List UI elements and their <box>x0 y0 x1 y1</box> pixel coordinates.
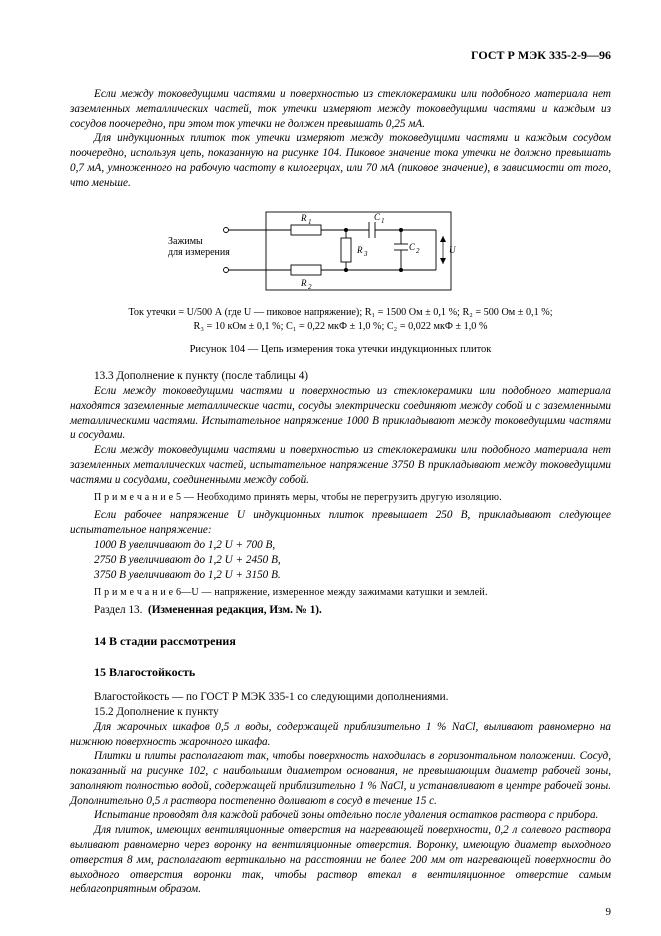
clause-15-2-lead: 15.2 Дополнение к пункту <box>70 705 611 720</box>
paragraph-7: Плитки и плиты располагают так, чтобы по… <box>70 749 611 808</box>
paragraph-3: Если между токоведущими частями и поверх… <box>70 384 611 443</box>
circuit-diagram: R1 R2 C1 R3 C2 U <box>211 200 471 300</box>
caption-line-1: Ток утечки = U/500 А (где U — пиковое на… <box>70 306 611 319</box>
paragraph-6: Для жарочных шкафов 0,5 л воды, содержащ… <box>70 720 611 750</box>
svg-text:2: 2 <box>308 283 312 291</box>
voltage-line-1: 1000 В увеличивают до 1,2 U + 700 В, <box>70 538 611 553</box>
svg-text:3: 3 <box>363 250 368 258</box>
svg-text:C: C <box>374 212 381 222</box>
section-13-end: Раздел 13. (Измененная редакция, Изм. № … <box>70 603 611 618</box>
svg-text:1: 1 <box>308 218 312 226</box>
paragraph-9: Для плиток, имеющих вентиляционные отвер… <box>70 823 611 897</box>
svg-text:U: U <box>449 245 456 255</box>
svg-text:R: R <box>300 278 307 288</box>
svg-text:2: 2 <box>416 247 420 255</box>
paragraph-1: Если между токоведущими частями и поверх… <box>70 87 611 131</box>
voltage-line-2: 2750 В увеличивают до 1,2 U + 2450 В, <box>70 553 611 568</box>
note-6: П р и м е ч а н и е 6—U — напряжение, из… <box>70 586 611 599</box>
svg-text:R: R <box>300 213 307 223</box>
svg-text:R: R <box>356 245 363 255</box>
paragraph-15-intro: Влагостойкость — по ГОСТ Р МЭК 335-1 со … <box>70 690 611 705</box>
clause-13-3-lead: 13.3 Дополнение к пункту (после таблицы … <box>70 369 611 384</box>
page-number: 9 <box>606 906 612 918</box>
section-14-title: 14 В стадии рассмотрения <box>94 634 611 649</box>
terminal-label-2: для измерения <box>168 247 230 258</box>
paragraph-8: Испытание проводят для каждой рабочей зо… <box>70 808 611 823</box>
terminal-label-1: Зажимы <box>168 236 203 247</box>
caption-line-2: R₃ = 10 кОм ± 0,1 %; C₁ = 0,22 мкФ ± 1,0… <box>70 320 611 333</box>
paragraph-4: Если между токоведущими частями и поверх… <box>70 443 611 487</box>
doc-header: ГОСТ Р МЭК 335-2-9—96 <box>70 48 611 63</box>
paragraph-2: Для индукционных плиток ток утечки измер… <box>70 131 611 190</box>
note-5: П р и м е ч а н и е 5 — Необходимо приня… <box>70 491 611 504</box>
figure-title: Рисунок 104 — Цепь измерения тока утечки… <box>70 343 611 357</box>
section-15-title: 15 Влагостойкость <box>94 665 611 680</box>
svg-text:1: 1 <box>381 217 385 225</box>
paragraph-5: Если рабочее напряжение U индукционных п… <box>70 508 611 538</box>
svg-text:C: C <box>409 242 416 252</box>
circuit-figure: Зажимы для измерения <box>70 200 611 300</box>
voltage-line-3: 3750 В увеличивают до 1,2 U + 3150 В. <box>70 568 611 583</box>
